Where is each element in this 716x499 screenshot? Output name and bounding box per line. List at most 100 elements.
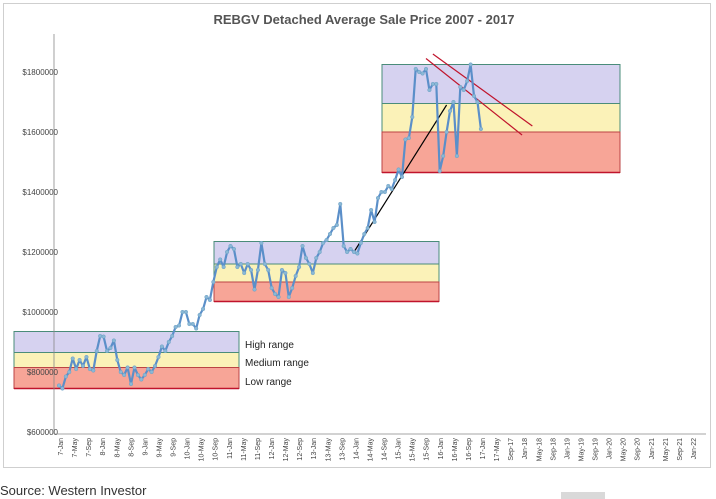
zone-medium-0 [13,352,240,368]
x-tick-label: Sep-18 [550,438,557,461]
data-point [303,255,309,261]
data-point [177,323,182,328]
data-point [235,264,240,270]
data-point [214,264,219,270]
data-point [204,294,209,300]
data-point [194,326,199,331]
data-point [108,345,113,351]
data-point [362,231,367,237]
data-point [187,321,192,327]
x-tick-label: Jan-20 [607,438,614,460]
data-point [242,270,247,276]
data-point [159,344,164,349]
y-tick-label: $800000 [27,368,59,377]
data-point [430,81,435,87]
data-point [139,377,144,382]
trend-line [432,53,533,127]
data-point [437,168,442,174]
x-tick-label: 11-Sep [255,438,262,460]
data-point [290,285,295,291]
data-point [327,231,333,237]
data-point [255,267,260,273]
x-tick-label: 10-Sep [213,438,220,461]
data-point [458,84,463,90]
y-tick-label: $1800000 [22,68,58,77]
x-tick-label: 8-May [114,438,121,458]
y-tick-label: $600000 [27,428,59,437]
data-point [286,294,291,300]
data-point [173,324,178,330]
data-point [334,222,339,228]
legend-medium-label: Medium range [245,358,309,369]
data-point [279,267,285,273]
data-point [180,309,185,315]
price-chart: REBGV Detached Average Sale Price 2007 -… [13,12,706,462]
x-tick-label: 9-Sep [171,438,178,457]
x-tick-label: 16-Jan [438,438,445,460]
data-point [283,270,288,276]
data-point [56,383,62,388]
data-point [63,374,68,379]
x-tick-label: Sep-19 [593,438,600,461]
zone-high-1 [213,241,440,265]
data-point [60,386,65,391]
data-point [471,93,477,99]
data-point [67,369,72,375]
data-point [314,255,319,261]
data-point [310,270,315,276]
data-point [468,62,473,67]
data-point [252,287,257,292]
x-tick-label: 9-Jan [142,438,149,456]
x-tick-label: 8-Sep [128,438,135,457]
gray-tab [561,492,605,499]
data-point [348,246,353,252]
data-point [475,99,480,105]
x-tick-label: 16-May [452,438,459,462]
data-point [478,126,483,132]
data-point [225,249,230,255]
data-point [427,87,432,93]
data-point [276,294,281,300]
data-point [273,291,278,297]
data-point [142,372,147,378]
x-tick-label: 14-Sep [382,438,389,461]
x-tick-label: Jan-22 [691,438,698,460]
x-tick-label: 10-Jan [185,438,192,460]
x-tick-label: 7-Sep [86,438,93,457]
data-point [84,354,89,360]
x-tick-label: 14-Jan [353,438,360,460]
series-line [58,63,482,390]
data-point [454,153,459,159]
x-tick-label: May-20 [621,438,628,461]
data-point [461,87,466,93]
data-point [262,261,267,267]
data-point [413,66,418,72]
y-tick-label: $1600000 [22,128,58,137]
data-point [393,177,398,183]
data-point [80,363,86,369]
data-point [317,249,322,255]
x-tick-label: 12-Sep [297,438,304,461]
data-point [389,186,394,192]
data-point [207,297,212,303]
data-point [345,249,350,255]
data-point [382,189,387,195]
x-axis: 7-Jan 7-May 7-Sep 8-Jan 8-May 8-Sep 9-Jan 9-May… [54,433,706,462]
data-point [269,285,274,291]
data-point [211,279,216,285]
x-tick-label: Jan-19 [564,438,571,460]
x-tick-label: 16-Sep [466,438,473,461]
x-tick-label: 17-May [494,438,501,462]
data-point [231,246,236,252]
zone-high-2 [381,64,621,104]
x-tick-label: May-21 [663,438,670,461]
x-tick-label: 14-May [367,438,374,462]
data-point [146,366,151,372]
x-tick-label: 11-Jan [227,438,234,459]
data-point [338,201,343,207]
x-tick-label: 13-Sep [339,438,346,461]
chart-title: REBGV Detached Average Sale Price 2007 -… [213,12,514,27]
x-tick-label: 13-Jan [311,438,318,460]
data-point [111,338,116,343]
data-point [307,261,312,267]
